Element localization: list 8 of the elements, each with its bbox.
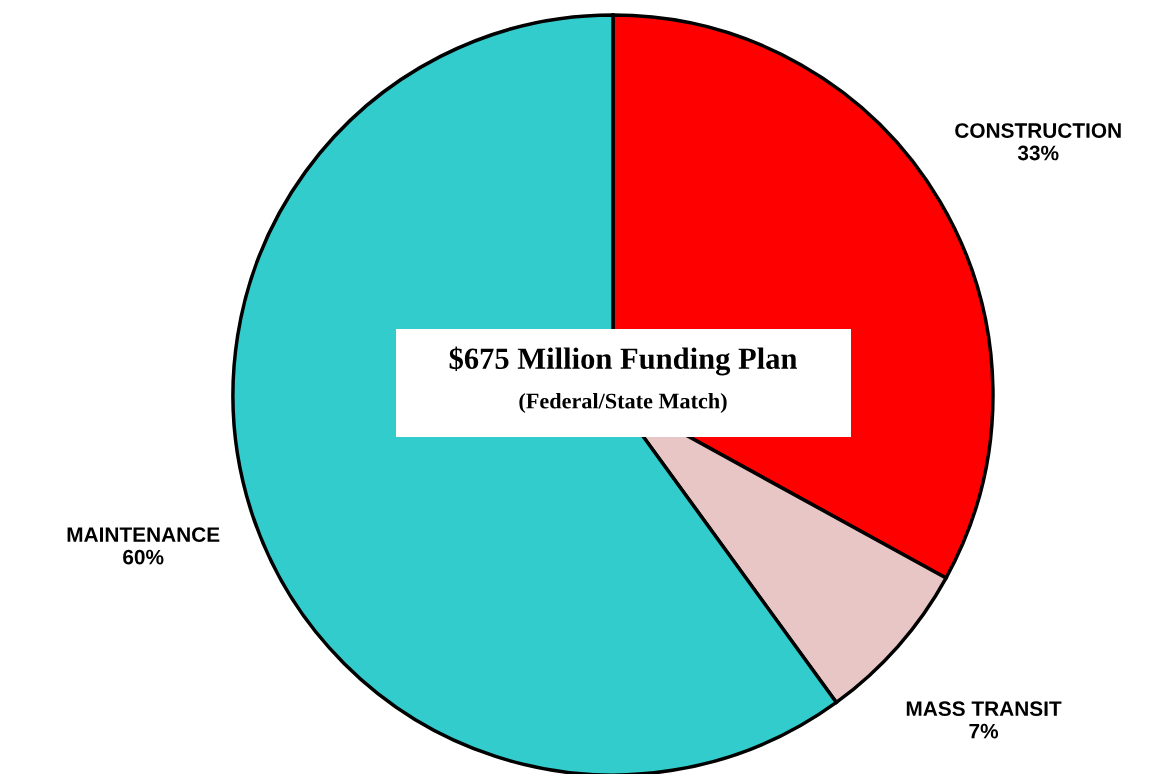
slice-label: MASS TRANSIT (906, 701, 1062, 717)
data-label: 7% (969, 723, 999, 739)
slice-label: MAINTENANCE (67, 527, 220, 543)
data-label: 33% (1017, 145, 1059, 161)
data-label: 60% (123, 549, 164, 565)
text: (Federal/State Match) (519, 392, 727, 414)
slice-label: CONSTRUCTION (955, 123, 1121, 138)
text: $675 Million Funding Plan (449, 346, 798, 376)
